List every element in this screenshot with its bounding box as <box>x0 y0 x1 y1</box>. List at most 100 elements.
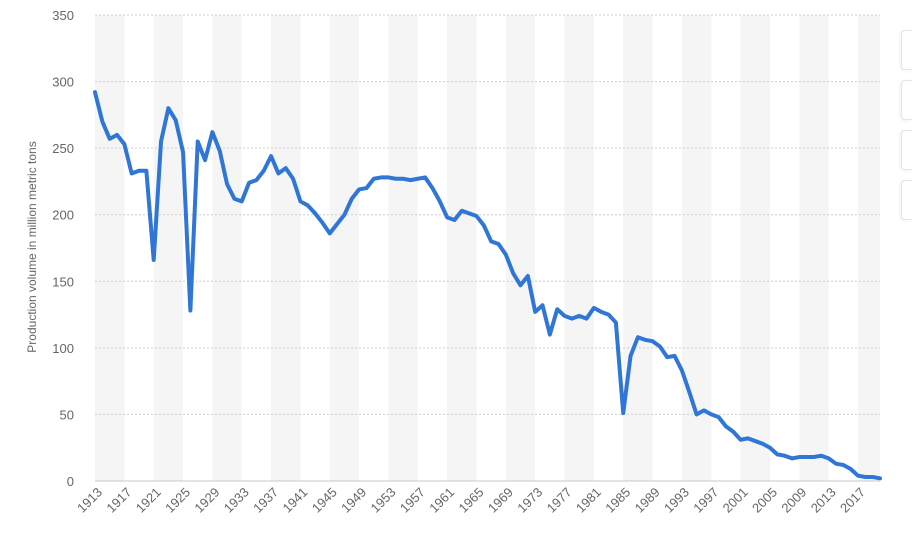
data-point[interactable] <box>100 120 104 124</box>
data-point[interactable] <box>841 463 845 467</box>
data-point[interactable] <box>775 452 779 456</box>
data-point[interactable] <box>863 475 867 479</box>
data-point[interactable] <box>695 412 699 416</box>
data-point[interactable] <box>827 456 831 460</box>
data-point[interactable] <box>247 181 251 185</box>
data-point[interactable] <box>702 408 706 412</box>
data-point[interactable] <box>320 221 324 225</box>
data-point[interactable] <box>533 310 537 314</box>
data-point[interactable] <box>761 442 765 446</box>
data-point[interactable] <box>423 175 427 179</box>
data-point[interactable] <box>526 274 530 278</box>
data-point[interactable] <box>452 218 456 222</box>
data-point[interactable] <box>218 149 222 153</box>
data-point[interactable] <box>783 454 787 458</box>
data-point[interactable] <box>555 307 559 311</box>
data-point[interactable] <box>614 321 618 325</box>
data-point[interactable] <box>636 335 640 339</box>
data-point[interactable] <box>181 150 185 154</box>
data-point[interactable] <box>401 177 405 181</box>
data-point[interactable] <box>519 283 523 287</box>
data-point[interactable] <box>878 476 882 480</box>
data-point[interactable] <box>585 317 589 321</box>
data-point[interactable] <box>790 456 794 460</box>
data-point[interactable] <box>284 166 288 170</box>
data-point[interactable] <box>746 436 750 440</box>
data-point[interactable] <box>438 199 442 203</box>
data-point[interactable] <box>629 354 633 358</box>
data-point[interactable] <box>489 239 493 243</box>
data-point[interactable] <box>673 354 677 358</box>
data-point[interactable] <box>445 215 449 219</box>
data-point[interactable] <box>577 314 581 318</box>
data-point[interactable] <box>394 177 398 181</box>
data-point[interactable] <box>298 199 302 203</box>
data-point[interactable] <box>174 118 178 122</box>
data-point[interactable] <box>548 333 552 337</box>
data-point[interactable] <box>306 203 310 207</box>
data-point[interactable] <box>152 258 156 262</box>
data-point[interactable] <box>203 158 207 162</box>
data-point[interactable] <box>159 139 163 143</box>
data-point[interactable] <box>599 310 603 314</box>
data-point[interactable] <box>687 390 691 394</box>
data-point[interactable] <box>408 178 412 182</box>
data-point[interactable] <box>665 355 669 359</box>
data-point[interactable] <box>342 213 346 217</box>
data-point[interactable] <box>819 454 823 458</box>
data-point[interactable] <box>188 309 192 313</box>
data-point[interactable] <box>291 177 295 181</box>
data-point[interactable] <box>328 231 332 235</box>
data-point[interactable] <box>350 197 354 201</box>
data-point[interactable] <box>372 177 376 181</box>
data-point[interactable] <box>196 139 200 143</box>
data-point[interactable] <box>210 130 214 134</box>
data-point[interactable] <box>144 169 148 173</box>
data-point[interactable] <box>739 438 743 442</box>
data-point[interactable] <box>386 175 390 179</box>
data-point[interactable] <box>797 455 801 459</box>
data-point[interactable] <box>93 90 97 94</box>
data-point[interactable] <box>416 177 420 181</box>
data-point[interactable] <box>607 313 611 317</box>
data-point[interactable] <box>240 199 244 203</box>
data-point[interactable] <box>731 430 735 434</box>
data-point[interactable] <box>122 142 126 146</box>
side-toolbar-button-4[interactable] <box>901 180 912 220</box>
data-point[interactable] <box>856 474 860 478</box>
data-point[interactable] <box>753 439 757 443</box>
data-point[interactable] <box>849 467 853 471</box>
data-point[interactable] <box>504 253 508 257</box>
data-point[interactable] <box>768 446 772 450</box>
data-point[interactable] <box>805 455 809 459</box>
data-point[interactable] <box>460 209 464 213</box>
data-point[interactable] <box>621 411 625 415</box>
data-point[interactable] <box>717 415 721 419</box>
data-point[interactable] <box>592 306 596 310</box>
data-point[interactable] <box>364 186 368 190</box>
data-point[interactable] <box>724 424 728 428</box>
data-point[interactable] <box>570 317 574 321</box>
side-toolbar-button-3[interactable] <box>901 130 912 170</box>
data-point[interactable] <box>643 338 647 342</box>
data-point[interactable] <box>115 133 119 137</box>
data-point[interactable] <box>658 345 662 349</box>
data-point[interactable] <box>497 242 501 246</box>
data-point[interactable] <box>812 455 816 459</box>
data-point[interactable] <box>357 187 361 191</box>
data-point[interactable] <box>269 154 273 158</box>
data-point[interactable] <box>541 303 545 307</box>
data-point[interactable] <box>709 412 713 416</box>
data-point[interactable] <box>254 178 258 182</box>
data-point[interactable] <box>651 339 655 343</box>
data-point[interactable] <box>225 182 229 186</box>
data-point[interactable] <box>130 171 134 175</box>
data-point[interactable] <box>108 137 112 141</box>
data-point[interactable] <box>511 271 515 275</box>
data-point[interactable] <box>379 175 383 179</box>
data-point[interactable] <box>137 169 141 173</box>
side-toolbar-button-2[interactable] <box>901 80 912 120</box>
data-point[interactable] <box>232 197 236 201</box>
data-point[interactable] <box>276 171 280 175</box>
data-point[interactable] <box>467 211 471 215</box>
